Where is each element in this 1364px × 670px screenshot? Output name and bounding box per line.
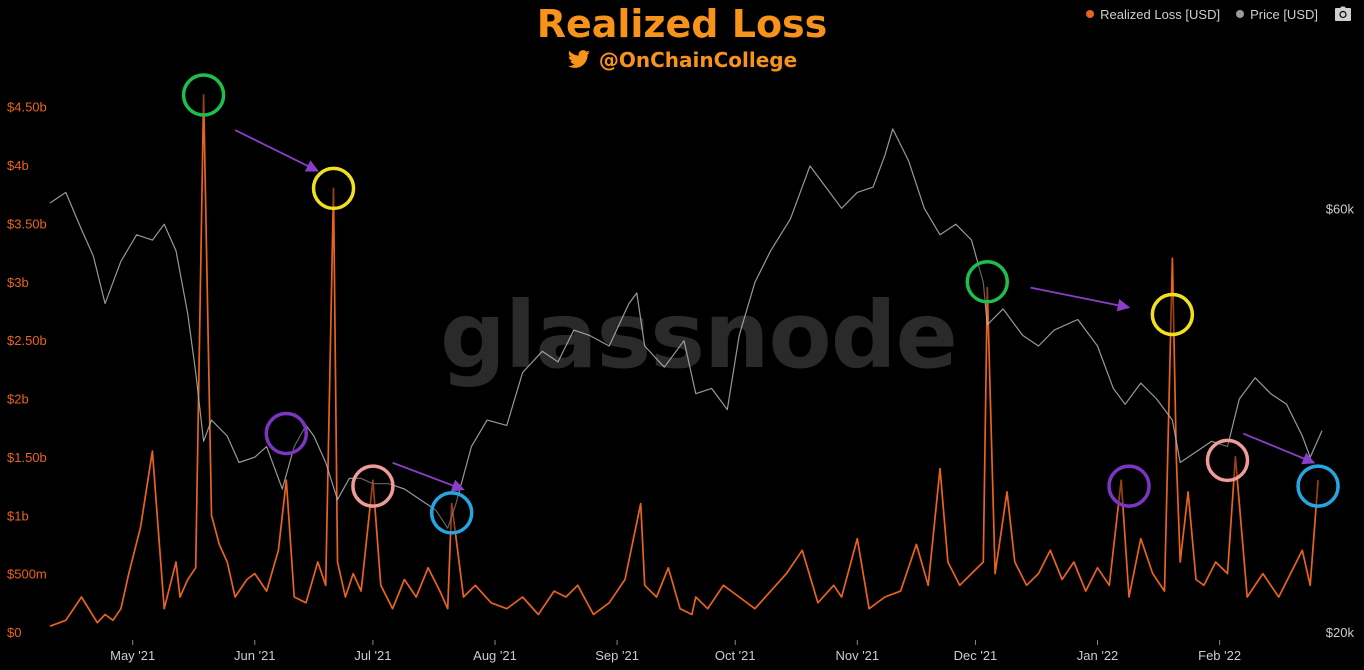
annotation-arrow (234, 129, 319, 172)
x-tick-label: Nov '21 (835, 648, 879, 663)
y-left-tick-label: $2b (7, 392, 29, 407)
x-tick-label: Feb '22 (1198, 648, 1241, 663)
legend-item-realized-loss[interactable]: Realized Loss [USD] (1086, 7, 1220, 22)
y-left-tick-label: $4.50b (7, 100, 47, 115)
twitter-handle-line: @OnChainCollege (0, 48, 1364, 72)
annotation-arrow (1242, 432, 1316, 465)
legend-label-price: Price [USD] (1250, 6, 1318, 22)
annotation-circle-green (965, 260, 1010, 304)
legend: Realized Loss [USD] Price [USD] (1086, 6, 1352, 22)
y-left-tick-label: $0 (7, 625, 21, 640)
x-tick-label: Oct '21 (715, 648, 756, 663)
legend-dot-price (1236, 10, 1245, 18)
x-tick-label: Dec '21 (954, 648, 998, 663)
realized-loss-series-line (49, 94, 1319, 627)
y-left-tick-label: $3.50b (7, 216, 47, 231)
annotation-circle-purple (264, 411, 309, 456)
x-tick-label: Aug '21 (473, 648, 517, 663)
watermark: glassnode (440, 282, 958, 389)
x-tick-label: Jun '21 (234, 648, 276, 663)
annotation-circle-green (181, 73, 226, 117)
chart-title: Realized Loss (536, 2, 828, 46)
annotation-circle-purple (1107, 464, 1151, 508)
y-left-tick-label: $500m (7, 567, 47, 582)
y-left-tick-label: $1.50b (7, 450, 47, 465)
y-right-tick-label: $20k (1326, 625, 1355, 640)
annotation-circle-pink (351, 464, 395, 508)
annotation-arrow (392, 461, 465, 492)
y-left-tick-label: $2.50b (7, 333, 47, 348)
twitter-bird-icon (567, 50, 590, 68)
annotation-circle-yellow (1150, 292, 1195, 337)
legend-item-price[interactable]: Price [USD] (1236, 7, 1318, 22)
x-tick-label: Jan '22 (1077, 648, 1119, 663)
annotation-arrow (1030, 286, 1131, 312)
y-left-tick-label: $4b (7, 158, 29, 173)
x-tick-label: May '21 (110, 648, 155, 663)
price-series-line (49, 128, 1323, 529)
legend-dot-realized-loss (1086, 10, 1095, 18)
annotation-circle-pink (1205, 438, 1250, 483)
annotation-circle-blue (1296, 464, 1340, 508)
camera-icon[interactable] (1334, 6, 1352, 22)
twitter-handle: @OnChainCollege (598, 48, 798, 72)
y-left-tick-label: $3b (7, 275, 29, 290)
y-right-tick-label: $60k (1326, 201, 1355, 216)
y-left-tick-label: $1b (7, 508, 29, 523)
x-tick-label: Sep '21 (595, 648, 639, 663)
annotation-circle-yellow (311, 166, 356, 211)
annotation-circle-blue (429, 491, 474, 535)
legend-label-realized-loss: Realized Loss [USD] (1100, 6, 1221, 22)
x-tick-label: Jul '21 (354, 648, 391, 663)
